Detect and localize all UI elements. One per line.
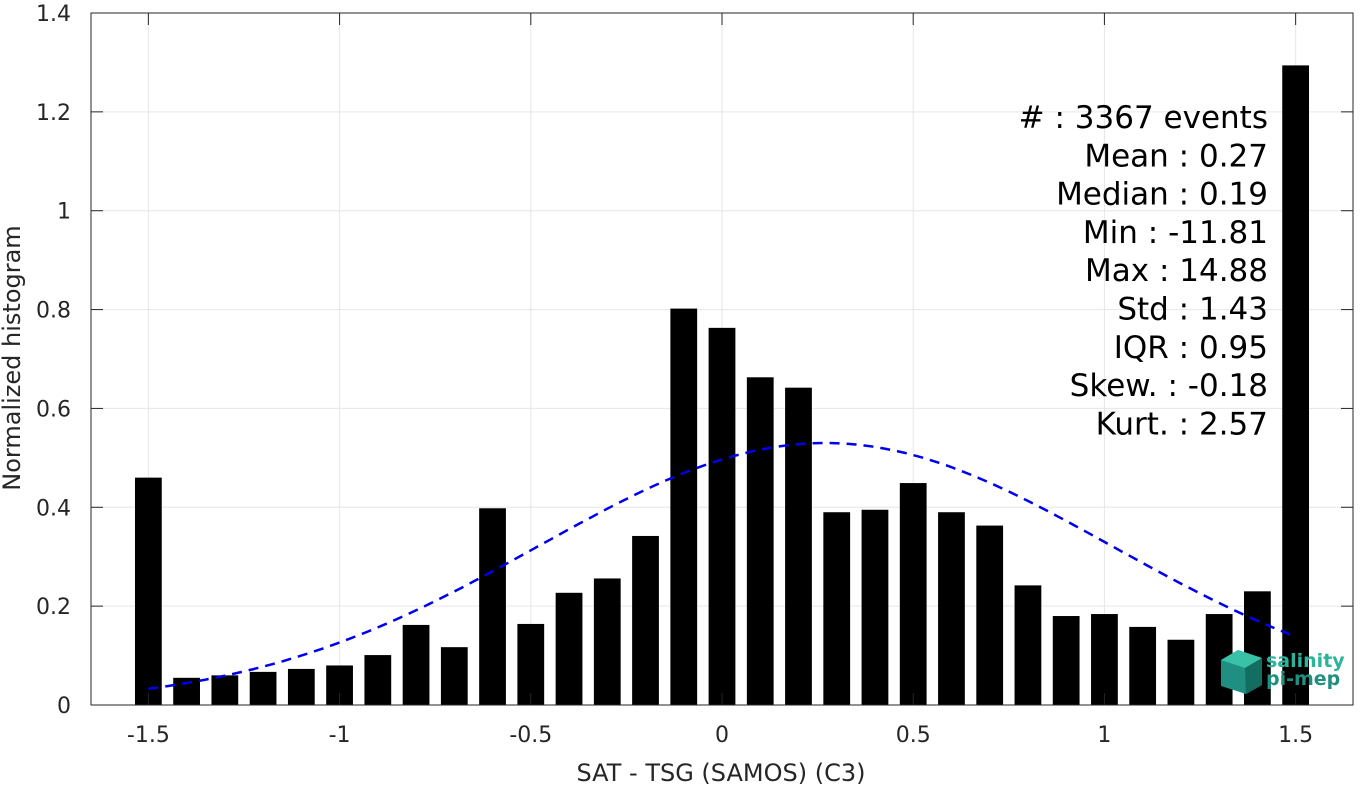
- stats-line: Min : -11.81: [1083, 215, 1268, 251]
- histogram-bar: [785, 387, 812, 705]
- histogram-bar: [1167, 639, 1195, 705]
- bars: [134, 65, 1310, 705]
- histogram-bar: [1052, 616, 1080, 705]
- histogram-bar: [1091, 614, 1118, 705]
- stats-line: Mean : 0.27: [1084, 138, 1268, 174]
- axes: [90, 12, 1354, 706]
- histogram-bar: [1282, 65, 1310, 705]
- histogram-bar: [555, 592, 583, 705]
- histogram-bar: [976, 525, 1004, 705]
- x-tick-label: -0.5: [509, 723, 552, 748]
- y-tick-label: 1: [57, 200, 71, 225]
- y-tick-label: 0: [57, 694, 71, 719]
- logo-text-line1: salinity: [1266, 650, 1345, 672]
- stats-line: # : 3367 events: [1019, 100, 1268, 136]
- histogram-bar: [670, 308, 698, 705]
- histogram-bar: [479, 508, 506, 705]
- y-tick-label: 0.4: [36, 496, 71, 521]
- stats-line: Kurt. : 2.57: [1096, 406, 1268, 442]
- logo-text-line2: pi-mep: [1266, 668, 1340, 690]
- stats-line: Std : 1.43: [1117, 292, 1268, 328]
- x-tick-label: 0: [715, 723, 729, 748]
- histogram-bar: [746, 377, 774, 705]
- y-tick-label: 0.6: [36, 397, 71, 422]
- x-tick-label: 0.5: [896, 723, 931, 748]
- gaussian-fit-curve: [148, 441, 1297, 691]
- histogram-bar: [440, 647, 468, 705]
- stats-line: Max : 14.88: [1085, 253, 1268, 289]
- y-tick-label: 1.4: [36, 2, 71, 27]
- histogram-bar: [249, 671, 277, 705]
- histogram-bar: [1129, 626, 1157, 705]
- histogram-bar: [364, 655, 392, 705]
- histogram-bar: [287, 668, 315, 705]
- histogram-bar: [823, 512, 851, 705]
- tick-labels: -1.5 -1 -0.5 0 0.5 1 1.5 0 0.2 0.4 0.6 0.8 1 1.2 1.4: [36, 2, 1313, 748]
- y-tick-label: 1.2: [36, 101, 71, 126]
- histogram-bar: [938, 512, 965, 705]
- histogram-bar: [402, 624, 430, 705]
- stats-line: Skew. : -0.18: [1070, 368, 1268, 404]
- y-tick-label: 0.8: [36, 299, 71, 324]
- x-tick-label: -1: [329, 723, 351, 748]
- grid-lines: [91, 12, 1353, 706]
- y-axis-label: Normalized histogram: [0, 225, 26, 490]
- histogram-bar: [899, 483, 927, 705]
- x-tick-label: -1.5: [127, 723, 170, 748]
- stats-line: Median : 0.19: [1056, 177, 1268, 213]
- histogram-bar: [211, 675, 239, 705]
- x-tick-label: 1.5: [1278, 723, 1313, 748]
- y-tick-label: 0.2: [36, 595, 71, 620]
- cube-logo-icon: [1221, 650, 1262, 694]
- histogram-bar: [134, 477, 162, 705]
- fit-curve-layer: [148, 441, 1297, 691]
- histogram-bar: [861, 509, 889, 705]
- histogram-bar: [1014, 585, 1042, 705]
- salinity-pimep-logo: salinity pi-mep: [1221, 650, 1345, 694]
- histogram-bar: [708, 327, 736, 705]
- histogram-bar: [632, 535, 659, 705]
- stats-line: IQR : 0.95: [1114, 330, 1268, 366]
- histogram-bar: [593, 578, 621, 705]
- histogram-bar: [517, 623, 545, 705]
- x-tick-label: 1: [1097, 723, 1111, 748]
- x-axis-label: SAT - TSG (SAMOS) (C3): [577, 759, 866, 785]
